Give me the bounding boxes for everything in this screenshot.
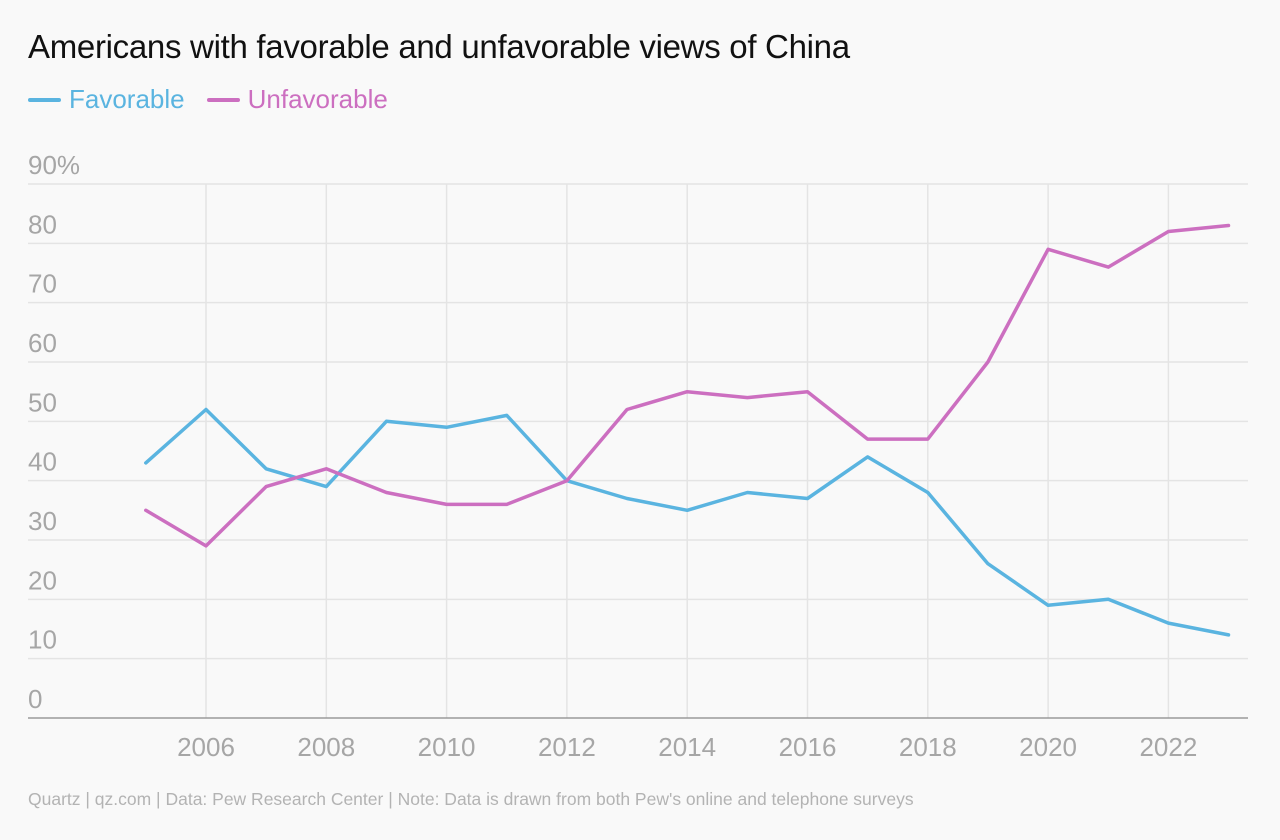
y-tick-label: 40 [28, 447, 57, 477]
legend-item-unfavorable: Unfavorable [206, 84, 388, 115]
x-tick-label: 2022 [1139, 732, 1197, 762]
series-line-unfavorable [144, 223, 1231, 548]
x-tick-label: 2006 [177, 732, 235, 762]
x-tick-label: 2010 [418, 732, 476, 762]
x-tick-label: 2020 [1019, 732, 1077, 762]
x-tick-label: 2008 [297, 732, 355, 762]
y-tick-label: 10 [28, 625, 57, 655]
y-tick-label: 20 [28, 565, 57, 595]
legend-swatch-unfavorable [206, 97, 240, 102]
y-tick-label: 60 [28, 328, 57, 358]
y-tick-label: 90% [28, 150, 80, 180]
legend-item-favorable: Favorable [28, 84, 185, 115]
x-tick-label: 2012 [538, 732, 596, 762]
legend: Favorable Unfavorable [28, 84, 388, 115]
y-tick-label: 50 [28, 387, 57, 417]
x-tick-label: 2016 [779, 732, 837, 762]
legend-swatch-favorable [28, 97, 61, 102]
source-note: Quartz | qz.com | Data: Pew Research Cen… [28, 789, 914, 809]
series-line-favorable [144, 407, 1231, 637]
x-tick-label: 2018 [899, 732, 957, 762]
grid-lines [28, 183, 1248, 718]
x-tick-label: 2014 [658, 732, 716, 762]
legend-label-unfavorable: Unfavorable [247, 84, 388, 114]
legend-label-favorable: Favorable [69, 84, 185, 114]
y-tick-label: 30 [28, 506, 57, 536]
series-lines [144, 223, 1231, 637]
y-tick-label: 0 [28, 684, 42, 714]
axes: 0 10 20 30 40 50 60 70 80 90% 2006 2008 2010 2012 2014… [28, 150, 1248, 762]
y-tick-label: 80 [28, 209, 57, 239]
y-tick-label: 70 [28, 269, 57, 299]
chart-title: Americans with favorable and unfavorable… [28, 28, 850, 65]
